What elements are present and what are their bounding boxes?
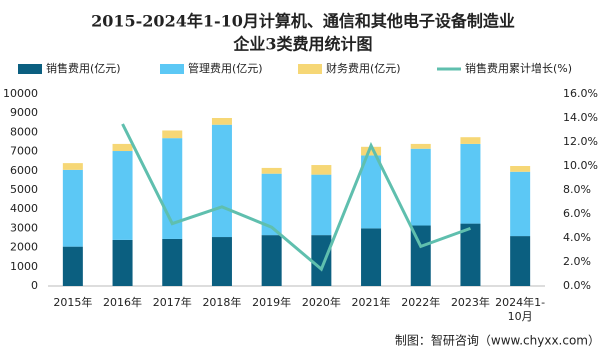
- x-tick-label: 2017年: [152, 296, 192, 309]
- legend-swatch: [18, 64, 42, 74]
- x-tick-label: 2021年: [351, 296, 391, 309]
- bar: [460, 143, 481, 224]
- x-tick-label: 2023年: [450, 296, 490, 309]
- bar: [211, 237, 232, 286]
- x-tick-label: 2015年: [53, 296, 93, 309]
- legend-label: 销售费用累计增长(%): [465, 61, 572, 75]
- bar: [261, 173, 282, 236]
- legend-swatch: [160, 64, 184, 74]
- bar: [62, 169, 83, 247]
- y-tick-label: 10000: [3, 87, 38, 100]
- x-tick-label: 2019年: [252, 296, 292, 309]
- y-tick-label: 4000: [10, 202, 38, 215]
- y2-tick-label: 6.0%: [563, 207, 591, 220]
- y-tick-label: 1000: [10, 260, 38, 273]
- bar: [162, 130, 183, 139]
- legend-label: 财务费用(亿元): [326, 61, 401, 75]
- y2-tick-label: 8.0%: [563, 183, 591, 196]
- x-tick-label: 2018年: [202, 296, 242, 309]
- y-tick-label: 6000: [10, 164, 38, 177]
- y-tick-label: 3000: [10, 221, 38, 234]
- legend-swatch: [298, 64, 322, 74]
- bar: [311, 235, 332, 286]
- x-tick-label: 2022年: [401, 296, 441, 309]
- x-tick-label: 2020年: [301, 296, 341, 309]
- bar: [112, 143, 133, 152]
- bar: [112, 151, 133, 240]
- bar: [311, 165, 332, 175]
- bar: [211, 118, 232, 125]
- y2-tick-label: 0.0%: [563, 279, 591, 292]
- y2-tick-label: 14.0%: [563, 111, 598, 124]
- line: [121, 123, 471, 272]
- y2-tick-label: 12.0%: [563, 135, 598, 148]
- chart-subtitle: 企业3类费用统计图: [232, 35, 372, 54]
- bar: [510, 236, 531, 286]
- bar: [162, 238, 183, 286]
- bar: [311, 174, 332, 236]
- bar: [361, 155, 382, 229]
- bar: [410, 143, 431, 149]
- legend-label: 销售费用(亿元): [46, 61, 121, 75]
- chart-title: 2015-2024年1-10月计算机、通信和其他电子设备制造业: [91, 12, 515, 31]
- bar: [62, 163, 83, 170]
- source: 制图：智研咨询（www.chyxx.com）: [395, 333, 600, 348]
- bar: [361, 146, 382, 156]
- y-tick-label: 2000: [10, 241, 38, 254]
- y2-tick-label: 2.0%: [563, 255, 591, 268]
- bar: [361, 228, 382, 286]
- bar: [261, 235, 282, 286]
- bar: [510, 171, 531, 237]
- bar: [460, 223, 481, 286]
- bar: [460, 137, 481, 144]
- bar: [410, 225, 431, 286]
- x-tick-label: 2016年: [103, 296, 143, 309]
- y-tick-label: 8000: [10, 125, 38, 138]
- y2-tick-label: 10.0%: [563, 159, 598, 172]
- bar: [510, 166, 531, 172]
- y-tick-label: 7000: [10, 145, 38, 158]
- y-tick-label: 0: [31, 279, 38, 292]
- bar: [410, 148, 431, 226]
- y2-tick-label: 16.0%: [563, 87, 598, 100]
- bar: [62, 246, 83, 286]
- bar: [112, 239, 133, 286]
- legend-label: 管理费用(亿元): [188, 61, 263, 75]
- bar: [261, 167, 282, 174]
- y-tick-label: 5000: [10, 183, 38, 196]
- y2-tick-label: 4.0%: [563, 231, 591, 244]
- x-tick-label: 2024年1-10月: [495, 296, 546, 323]
- bar: [211, 124, 232, 238]
- y-tick-label: 9000: [10, 106, 38, 119]
